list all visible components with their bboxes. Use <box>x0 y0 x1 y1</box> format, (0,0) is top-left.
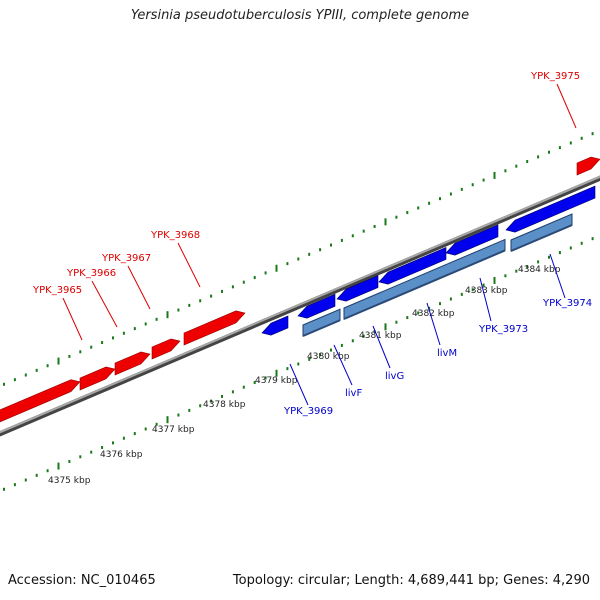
gene-YPK_3969 <box>261 315 289 336</box>
kbp-label: 4379 kbp <box>255 376 298 386</box>
kbp-label: 4375 kbp <box>48 476 91 486</box>
map-title: Yersinia pseudotuberculosis YPIII, compl… <box>130 8 470 23</box>
leader-line <box>127 265 151 310</box>
kbp-label: 4378 kbp <box>203 400 246 410</box>
gene-livF <box>297 293 336 319</box>
leader-line <box>289 363 309 406</box>
label-YPK_3974: YPK_3974 <box>542 298 592 309</box>
gene-livM <box>378 247 447 285</box>
leader-line <box>426 302 441 346</box>
label-YPK_3968: YPK_3968 <box>150 230 200 241</box>
gene-livG <box>336 275 379 302</box>
leader-line <box>177 242 201 288</box>
label-leader-lines <box>62 83 577 406</box>
kbp-label: 4377 kbp <box>152 425 195 435</box>
label-YPK_3966: YPK_3966 <box>66 268 116 279</box>
label-YPK_3965: YPK_3965 <box>32 285 82 296</box>
gene-YPK_3967 <box>114 351 151 376</box>
leader-line <box>91 280 118 328</box>
upper-scale-ticks <box>3 132 594 386</box>
accession-text: Accession: NC_010465 <box>8 573 156 588</box>
kbp-label: 4384 kbp <box>518 265 561 275</box>
label-YPK_3969: YPK_3969 <box>283 406 333 417</box>
leader-line <box>556 83 577 129</box>
label-YPK_3973: YPK_3973 <box>478 324 528 335</box>
gene-YPK_3968 <box>183 310 246 346</box>
kbp-label: 4380 kbp <box>307 352 350 362</box>
kbp-label: 4383 kbp <box>465 286 508 296</box>
kbp-label: 4376 kbp <box>100 450 143 460</box>
gene-YPK_3975 <box>576 156 600 176</box>
gene-YPK_3974 <box>505 185 596 233</box>
leader-line <box>62 297 83 341</box>
gene-labels: YPK_3965 YPK_3966 YPK_3967 YPK_3968 YPK_3975… <box>32 71 592 417</box>
leader-line <box>333 344 353 386</box>
lower-scale-ticks <box>3 237 594 491</box>
leader-line <box>479 277 492 322</box>
label-livM: livM <box>437 348 457 359</box>
label-livF: livF <box>345 388 362 399</box>
label-YPK_3967: YPK_3967 <box>101 253 151 264</box>
label-YPK_3975: YPK_3975 <box>530 71 580 82</box>
genome-backbone <box>0 175 600 437</box>
kbp-label: 4381 kbp <box>359 331 402 341</box>
gene-features <box>0 156 600 423</box>
gene-YPK_3966 <box>79 366 116 391</box>
kbp-label: 4382 kbp <box>412 309 455 319</box>
kbp-labels: 4375 kbp 4376 kbp 4377 kbp 4378 kbp 4379 kbp… <box>48 265 561 486</box>
gene-YPK_3965 <box>0 379 81 423</box>
label-livG: livG <box>385 371 404 382</box>
gene-YPK_3967b <box>151 338 181 360</box>
genome-summary-text: Topology: circular; Length: 4,689,441 bp… <box>232 573 590 588</box>
gene-YPK_3973 <box>445 224 499 256</box>
leader-line <box>372 325 391 369</box>
leader-line <box>549 253 566 299</box>
